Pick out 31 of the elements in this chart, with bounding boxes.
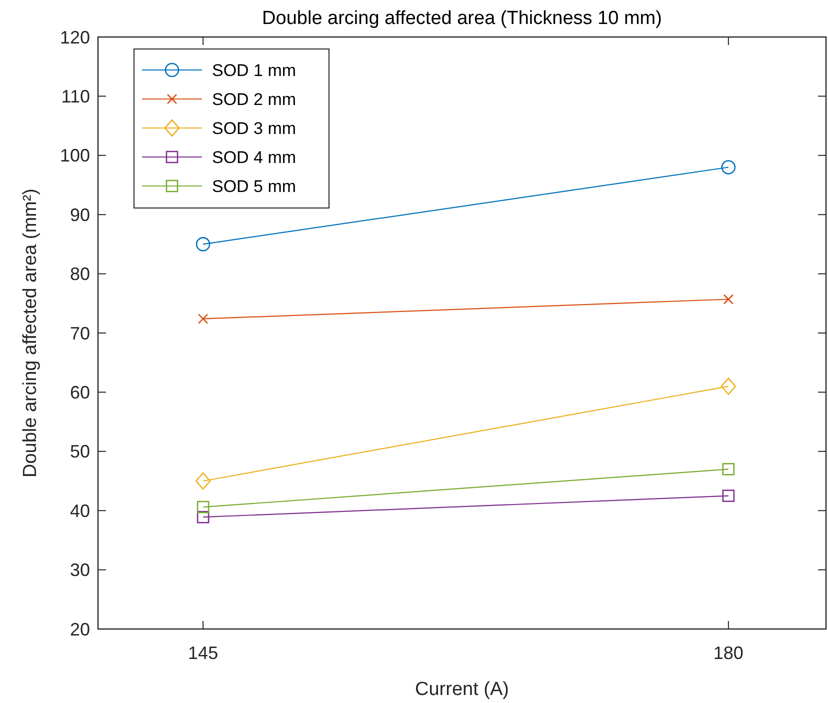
y-tick-label: 20 <box>70 619 90 640</box>
point <box>721 160 736 174</box>
y-tick-label: 50 <box>70 442 90 462</box>
legend-label: SOD 2 mm <box>212 90 296 109</box>
y-tick-label: 100 <box>60 146 90 166</box>
point <box>196 500 210 514</box>
point <box>723 294 734 304</box>
x-tick-label: 180 <box>713 643 744 663</box>
y-tick-label: 40 <box>70 500 90 521</box>
y-tick-label: 30 <box>70 560 90 580</box>
point <box>195 472 211 490</box>
legend-label: SOD 1 mm <box>212 60 296 80</box>
point <box>198 314 208 324</box>
point <box>720 378 736 395</box>
y-tick-label: 60 <box>70 382 90 402</box>
point <box>196 510 210 524</box>
point <box>722 463 735 476</box>
y-tick-label: 70 <box>70 323 90 344</box>
legend-label: SOD 3 mm <box>212 118 296 138</box>
y-tick-label: 80 <box>70 264 90 284</box>
point <box>722 490 735 502</box>
y-tick-label: 90 <box>70 204 90 225</box>
point <box>196 237 210 252</box>
y-axis-title: Double arcing affected area (mm²) <box>20 188 41 478</box>
x-tick-label: 145 <box>188 643 218 663</box>
x-axis-title: Current (A) <box>415 679 509 700</box>
y-tick-label: 110 <box>61 86 90 106</box>
y-tick-label: 120 <box>60 27 90 48</box>
legend-label: SOD 5 mm <box>212 176 296 196</box>
chart-title: Double arcing affected area (Thickness 10 mm) <box>262 8 662 29</box>
legend-label: SOD 4 mm <box>212 148 296 167</box>
